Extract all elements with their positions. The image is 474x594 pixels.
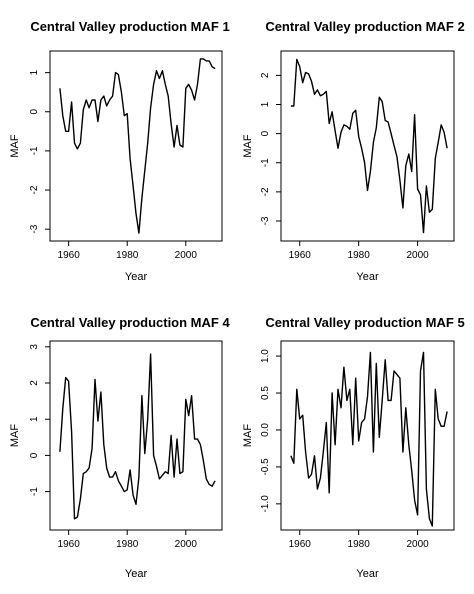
- y-tick-label: -1: [29, 146, 40, 155]
- chart-panel-1: Central Valley production MAF 1 Year MAF 19…: [9, 19, 230, 283]
- x-tick-label: 2000: [406, 250, 429, 261]
- plot-frame: [280, 50, 455, 242]
- x-axis-label: Year: [125, 271, 148, 283]
- series-line: [59, 58, 216, 234]
- y-tick-label: -2: [260, 187, 271, 196]
- x-tick-label: 1980: [348, 250, 371, 261]
- y-tick-label: -1: [29, 487, 40, 496]
- y-tick-label: 1: [29, 69, 40, 75]
- y-tick-label: -0.5: [260, 458, 271, 476]
- y-tick-label: -3: [29, 224, 40, 233]
- x-tick-label: 1960: [289, 539, 312, 550]
- x-tick-label: 1980: [348, 539, 371, 550]
- x-tick-label: 1960: [58, 250, 81, 261]
- chart-panel-2: Central Valley production MAF 2 Year MAF 19…: [242, 19, 465, 283]
- y-tick-label: 1: [29, 416, 40, 422]
- y-tick-label: -2: [29, 185, 40, 194]
- plot-frame: [49, 50, 223, 242]
- chart-panel-3: Central Valley production MAF 4 Year MAF 19…: [9, 315, 230, 580]
- y-tick-label: 0: [29, 452, 40, 458]
- x-tick-label: 1960: [289, 250, 312, 261]
- x-tick-label: 1960: [58, 539, 81, 550]
- y-tick-label: 3: [29, 344, 40, 350]
- y-axis-label: MAF: [9, 424, 21, 448]
- y-tick-label: -1: [260, 158, 271, 167]
- y-axis-label: MAF: [242, 134, 254, 158]
- y-tick-label: 0.5: [260, 386, 271, 400]
- chart-title: Central Valley production MAF 1: [30, 19, 229, 34]
- x-tick-label: 1980: [116, 539, 139, 550]
- y-axis-label: MAF: [242, 424, 254, 448]
- y-tick-label: 2: [260, 72, 271, 78]
- y-tick-label: 1: [260, 101, 271, 107]
- x-tick-label: 1980: [116, 250, 139, 261]
- x-axis-label: Year: [356, 271, 379, 283]
- chart-panel-4: Central Valley production MAF 5 Year MAF 19…: [242, 315, 465, 580]
- x-axis-label: Year: [356, 568, 379, 580]
- plot-frame: [280, 340, 455, 531]
- y-tick-label: 0: [260, 130, 271, 136]
- chart-title: Central Valley production MAF 2: [265, 19, 464, 34]
- y-tick-label: 2: [29, 380, 40, 386]
- y-axis-label: MAF: [9, 134, 21, 158]
- plot-frame: [49, 340, 223, 531]
- chart-title: Central Valley production MAF 5: [265, 315, 464, 330]
- x-tick-label: 2000: [406, 539, 429, 550]
- y-tick-label: 1.0: [260, 349, 271, 363]
- series-line: [290, 58, 448, 234]
- y-tick-label: 0.0: [260, 423, 271, 437]
- y-tick-label: -1.0: [260, 495, 271, 513]
- y-tick-label: -3: [260, 216, 271, 225]
- x-tick-label: 2000: [175, 539, 198, 550]
- x-tick-label: 2000: [175, 250, 198, 261]
- x-axis-label: Year: [125, 568, 148, 580]
- series-line: [59, 353, 216, 520]
- y-tick-label: 0: [29, 109, 40, 115]
- chart-title: Central Valley production MAF 4: [30, 315, 230, 330]
- series-line: [290, 351, 448, 527]
